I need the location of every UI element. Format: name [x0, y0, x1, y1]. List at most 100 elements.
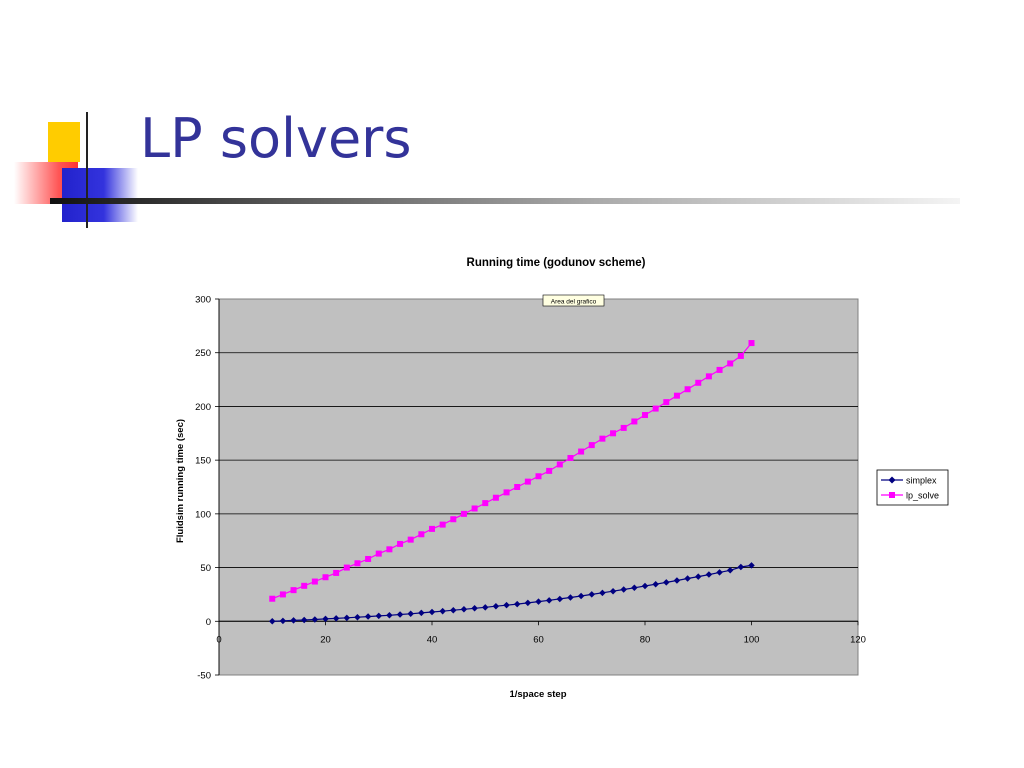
data-point-simplex[interactable]	[386, 612, 393, 619]
x-tick-label: 120	[850, 634, 866, 645]
data-point-simplex[interactable]	[311, 616, 319, 623]
data-point-lp-solve[interactable]	[322, 574, 329, 581]
data-point-simplex[interactable]	[631, 584, 638, 592]
data-point-lp-solve[interactable]	[418, 531, 425, 538]
data-point-lp-solve[interactable]	[588, 442, 595, 449]
legend[interactable]: simplex lp_solve	[876, 469, 949, 506]
data-point-simplex[interactable]	[471, 605, 478, 612]
y-tick-label: 150	[195, 456, 211, 467]
x-tick-label: 80	[640, 634, 651, 645]
data-point-lp-solve[interactable]	[695, 379, 702, 386]
data-point-simplex[interactable]	[673, 577, 681, 584]
data-point-simplex[interactable]	[748, 562, 755, 569]
data-point-lp-solve[interactable]	[610, 430, 617, 437]
data-point-simplex[interactable]	[641, 582, 649, 590]
data-point-simplex[interactable]	[535, 598, 542, 605]
x-tick-label: 60	[533, 634, 544, 645]
data-point-simplex[interactable]	[684, 575, 691, 582]
data-point-lp-solve[interactable]	[492, 494, 499, 501]
data-point-simplex[interactable]	[418, 609, 425, 617]
data-point-lp-solve[interactable]	[471, 505, 478, 512]
data-point-simplex[interactable]	[726, 567, 734, 574]
data-point-lp-solve[interactable]	[354, 560, 361, 567]
data-point-lp-solve[interactable]	[578, 448, 585, 455]
data-point-lp-solve[interactable]	[514, 484, 521, 490]
data-point-lp-solve[interactable]	[460, 510, 467, 517]
data-point-simplex[interactable]	[279, 617, 287, 625]
data-point-lp-solve[interactable]	[727, 360, 734, 367]
x-tick-label: 20	[320, 634, 331, 645]
data-point-lp-solve[interactable]	[503, 489, 510, 496]
data-point-simplex[interactable]	[460, 606, 468, 613]
data-point-lp-solve[interactable]	[524, 478, 531, 485]
data-point-simplex[interactable]	[439, 607, 446, 615]
data-point-lp-solve[interactable]	[450, 516, 457, 523]
data-point-lp-solve[interactable]	[599, 435, 606, 442]
data-point-lp-solve[interactable]	[535, 473, 542, 480]
data-point-simplex[interactable]	[663, 579, 670, 586]
data-point-lp-solve[interactable]	[482, 500, 489, 507]
data-point-lp-solve[interactable]	[311, 578, 318, 585]
data-point-lp-solve[interactable]	[748, 340, 755, 347]
data-point-lp-solve[interactable]	[684, 386, 691, 393]
x-tick-label: 100	[744, 634, 760, 645]
data-point-lp-solve[interactable]	[407, 536, 414, 543]
data-point-lp-solve[interactable]	[556, 461, 563, 468]
data-point-lp-solve[interactable]	[301, 582, 308, 589]
data-point-lp-solve[interactable]	[567, 454, 574, 461]
data-point-simplex[interactable]	[332, 615, 340, 622]
y-tick-label: 300	[195, 295, 211, 306]
data-point-lp-solve[interactable]	[439, 521, 446, 528]
data-point-simplex[interactable]	[524, 599, 532, 607]
data-point-lp-solve[interactable]	[386, 546, 393, 553]
x-tick-label: 0	[216, 634, 221, 645]
data-point-lp-solve[interactable]	[343, 564, 350, 571]
data-point-simplex[interactable]	[450, 606, 457, 614]
y-tick-label: 200	[195, 402, 211, 413]
data-point-simplex[interactable]	[737, 563, 745, 571]
data-point-lp-solve[interactable]	[716, 366, 723, 373]
title-underline	[50, 198, 960, 204]
y-axis: 300 250 200 150 100 50 0 -50	[195, 295, 220, 682]
data-point-simplex[interactable]	[577, 592, 585, 600]
data-point-simplex[interactable]	[322, 615, 329, 623]
legend-label-simplex: simplex	[906, 476, 937, 486]
x-axis-label: 1/space step	[509, 689, 566, 700]
data-point-simplex[interactable]	[407, 610, 414, 618]
data-point-lp-solve[interactable]	[546, 467, 553, 474]
data-point-simplex[interactable]	[290, 617, 297, 624]
data-point-lp-solve[interactable]	[673, 392, 680, 399]
data-point-lp-solve[interactable]	[290, 587, 297, 594]
data-point-lp-solve[interactable]	[397, 540, 404, 547]
plot-area-tooltip: Area del grafico	[542, 294, 605, 307]
data-point-lp-solve[interactable]	[279, 591, 286, 598]
data-point-lp-solve[interactable]	[620, 424, 627, 431]
data-point-lp-solve[interactable]	[705, 373, 712, 380]
data-point-simplex[interactable]	[481, 604, 489, 611]
data-point-lp-solve[interactable]	[375, 550, 382, 557]
data-point-lp-solve[interactable]	[652, 405, 659, 412]
data-point-simplex[interactable]	[609, 587, 617, 595]
title-decoration-vertical-line	[86, 112, 88, 228]
data-point-simplex[interactable]	[567, 594, 574, 601]
data-point-lp-solve[interactable]	[663, 399, 670, 406]
data-point-lp-solve[interactable]	[642, 412, 648, 419]
data-point-lp-solve[interactable]	[365, 555, 372, 562]
data-point-simplex[interactable]	[354, 613, 361, 621]
data-point-lp-solve[interactable]	[333, 569, 340, 576]
data-point-lp-solve[interactable]	[631, 418, 638, 425]
data-point-simplex[interactable]	[364, 613, 372, 620]
data-point-simplex[interactable]	[428, 608, 436, 616]
data-point-lp-solve[interactable]	[429, 525, 435, 532]
data-point-lp-solve[interactable]	[737, 352, 744, 359]
data-point-simplex[interactable]	[492, 602, 500, 610]
plot-area[interactable]	[218, 298, 859, 676]
data-point-simplex[interactable]	[396, 611, 404, 618]
data-point-simplex[interactable]	[300, 616, 308, 624]
data-point-simplex[interactable]	[268, 618, 276, 625]
data-point-simplex[interactable]	[556, 595, 564, 603]
data-point-lp-solve[interactable]	[269, 595, 276, 602]
data-point-simplex[interactable]	[716, 569, 723, 576]
data-point-simplex[interactable]	[588, 591, 596, 598]
